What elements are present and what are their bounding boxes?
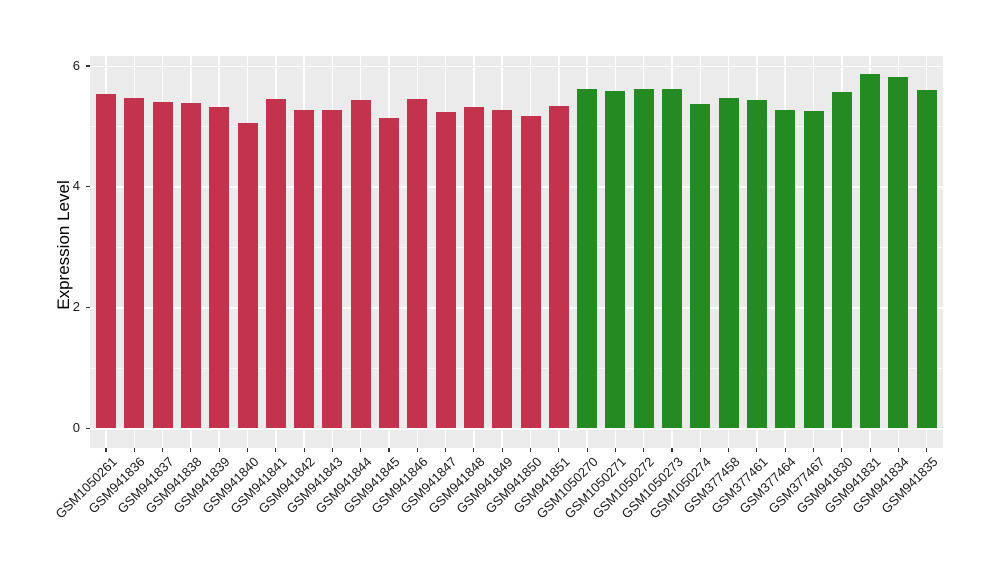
x-axis-tick — [926, 448, 928, 452]
bar — [152, 101, 173, 428]
bar — [888, 77, 909, 428]
x-axis-tick — [246, 448, 249, 452]
bar — [96, 93, 116, 428]
x-axis-tick — [331, 448, 333, 452]
bar — [265, 98, 286, 428]
bar — [124, 98, 145, 428]
plot-panel — [90, 56, 943, 448]
bar — [407, 98, 428, 428]
bar — [322, 110, 343, 428]
x-axis-tick — [275, 448, 277, 452]
bar — [916, 89, 937, 428]
x-axis-tick — [133, 448, 135, 452]
major-gridline — [90, 428, 943, 430]
bar — [718, 98, 739, 428]
bar — [746, 100, 767, 428]
x-axis-tick — [473, 448, 475, 452]
x-axis-tick — [162, 448, 164, 452]
x-axis-tick — [303, 448, 305, 452]
y-axis-tick-label: 6 — [72, 57, 80, 73]
y-axis-tick — [86, 306, 90, 309]
bar — [577, 89, 598, 428]
x-axis-tick — [586, 448, 588, 452]
minor-gridline — [90, 126, 943, 127]
bar — [831, 92, 852, 428]
x-axis-tick — [897, 448, 899, 452]
x-axis-tick — [812, 448, 815, 452]
y-axis-tick — [86, 185, 90, 188]
bar — [775, 110, 796, 428]
x-axis-tick — [869, 448, 871, 452]
x-axis-tick — [445, 448, 447, 452]
bar — [803, 110, 824, 428]
x-axis-tick — [841, 448, 843, 452]
x-axis-tick — [416, 448, 418, 452]
x-axis-tick — [756, 448, 758, 452]
bar — [350, 100, 371, 428]
x-axis-tick — [614, 448, 616, 452]
minor-gridline — [90, 246, 943, 248]
bar — [180, 103, 201, 428]
bar — [294, 110, 315, 428]
x-axis-tick — [360, 448, 362, 452]
bar — [435, 112, 456, 428]
minor-gridline — [90, 367, 943, 369]
x-axis-tick — [671, 448, 673, 452]
x-axis-tick — [218, 448, 220, 452]
y-axis-tick — [86, 427, 90, 429]
bar — [860, 74, 881, 428]
bar — [463, 107, 484, 428]
y-axis-tick-label: 0 — [72, 420, 80, 435]
x-axis-tick — [728, 448, 730, 452]
x-axis-tick — [558, 448, 560, 452]
x-axis-tick — [784, 448, 786, 452]
x-axis-tick — [643, 448, 645, 452]
bar — [209, 107, 230, 428]
bar — [520, 115, 541, 428]
bar — [690, 104, 711, 428]
bar — [662, 89, 682, 428]
x-axis-tick — [105, 448, 107, 452]
bar — [379, 118, 399, 428]
x-axis-tick — [501, 448, 503, 452]
bar — [605, 90, 626, 428]
x-axis-tick — [699, 448, 701, 452]
major-gridline — [90, 307, 943, 309]
y-axis-tick-label: 2 — [72, 299, 80, 315]
y-axis-tick-label: 4 — [72, 178, 80, 194]
bar — [492, 109, 513, 428]
y-axis-title: Expression Level — [54, 180, 73, 310]
x-axis-tick — [388, 448, 390, 452]
y-axis-tick — [86, 65, 90, 67]
major-gridline — [90, 65, 943, 68]
bar — [633, 89, 654, 428]
major-gridline — [90, 186, 943, 188]
x-axis-tick — [190, 448, 192, 452]
bar — [237, 122, 258, 428]
x-axis-tick — [529, 448, 532, 452]
bar — [548, 106, 569, 428]
